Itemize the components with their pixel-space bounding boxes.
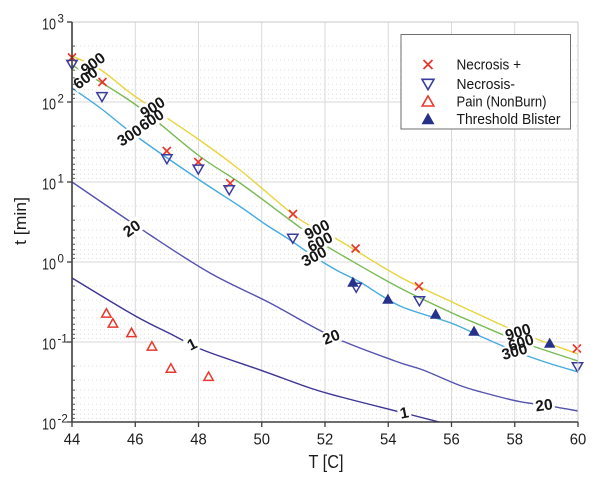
svg-text:20: 20: [120, 217, 144, 241]
svg-text:Threshold Blister: Threshold Blister: [457, 111, 561, 128]
svg-text:50: 50: [254, 432, 271, 449]
svg-text:-2: -2: [58, 414, 68, 426]
svg-text:900: 900: [503, 321, 533, 345]
svg-text:48: 48: [190, 432, 207, 449]
svg-text:52: 52: [317, 432, 334, 449]
svg-text:20: 20: [320, 327, 342, 349]
svg-text:1: 1: [399, 404, 411, 422]
svg-text:20: 20: [534, 396, 553, 415]
svg-text:2: 2: [58, 94, 64, 106]
svg-text:58: 58: [507, 432, 524, 449]
svg-text:56: 56: [443, 432, 460, 449]
svg-text:0: 0: [58, 254, 64, 266]
svg-text:44: 44: [64, 432, 81, 449]
svg-text:10: 10: [42, 177, 56, 194]
svg-text:600: 600: [506, 331, 536, 355]
svg-text:10: 10: [42, 17, 56, 34]
svg-text:10: 10: [42, 417, 56, 434]
svg-text:Pain (NonBurn): Pain (NonBurn): [457, 94, 547, 111]
svg-text:10: 10: [42, 337, 56, 354]
svg-text:10: 10: [42, 257, 56, 274]
svg-text:Necrosis-: Necrosis-: [457, 76, 516, 93]
svg-text:T [C]: T [C]: [309, 452, 344, 472]
svg-text:t [min]: t [min]: [11, 197, 30, 245]
svg-text:-1: -1: [58, 334, 68, 346]
svg-text:300: 300: [500, 340, 530, 363]
svg-text:10: 10: [42, 97, 56, 114]
svg-text:46: 46: [127, 432, 144, 449]
svg-text:Necrosis +: Necrosis +: [457, 57, 522, 74]
svg-text:60: 60: [570, 432, 587, 449]
svg-text:54: 54: [380, 432, 397, 449]
svg-text:1: 1: [58, 174, 64, 186]
svg-text:3: 3: [58, 14, 64, 26]
